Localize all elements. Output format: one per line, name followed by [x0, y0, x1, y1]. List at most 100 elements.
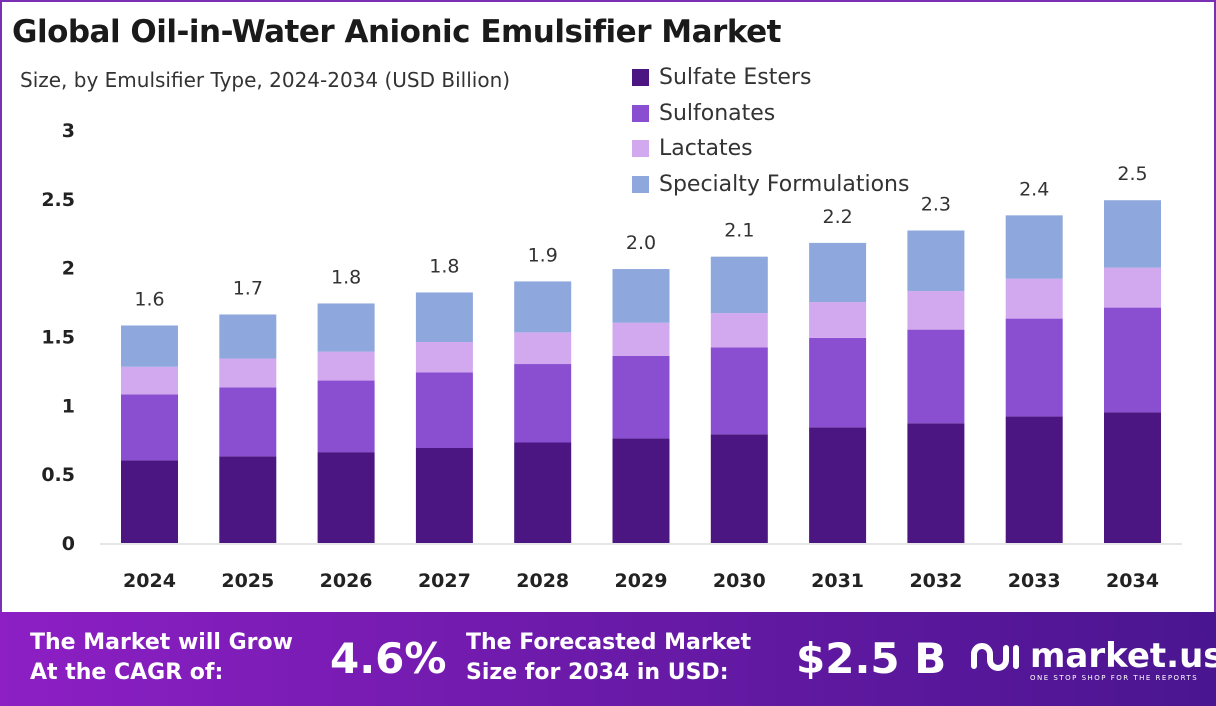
y-tick-label: 1	[62, 395, 75, 417]
bar-segment-specialty-formulations	[612, 269, 670, 323]
bar-segment-lactates	[809, 302, 867, 338]
total-data-label: 2.5	[1117, 163, 1147, 185]
bar-segment-sulfonates	[710, 347, 768, 435]
bar-segment-sulfate-esters	[121, 460, 178, 543]
footer-banner: The Market will Grow At the CAGR of: 4.6%…	[0, 612, 1216, 706]
bar-segment-lactates	[415, 342, 473, 373]
total-data-label: 2.1	[724, 220, 754, 242]
bar-segment-lactates	[612, 322, 670, 356]
total-data-label: 1.8	[429, 255, 459, 277]
legend-label: Sulfate Esters	[659, 65, 812, 91]
x-tick-label: 2032	[909, 570, 962, 592]
y-tick-label: 1.5	[41, 327, 75, 349]
bar-segment-sulfate-esters	[710, 434, 768, 543]
market-size-value: $2.5 B	[796, 634, 947, 683]
bar-segment-sulfonates	[907, 329, 965, 424]
bar-segment-sulfate-esters	[907, 423, 965, 543]
total-data-label: 2.2	[822, 206, 852, 228]
bar-segment-lactates	[514, 332, 572, 365]
bar-segment-specialty-formulations	[121, 325, 178, 367]
x-tick-label: 2028	[516, 570, 569, 592]
bar-segment-sulfate-esters	[514, 442, 572, 543]
x-tick-label: 2033	[1008, 570, 1061, 592]
bar-segment-specialty-formulations	[809, 242, 867, 303]
legend-label: Sulfonates	[659, 100, 776, 126]
market-size-label: The Forecasted Market Size for 2034 in US…	[466, 628, 751, 688]
size-label-line: Size for 2034 in USD:	[466, 660, 729, 685]
logo-tagline: ONE STOP SHOP FOR THE REPORTS	[1030, 674, 1199, 682]
total-data-label: 1.8	[331, 266, 361, 288]
cagr-label: The Market will Grow At the CAGR of:	[30, 628, 293, 688]
x-tick-label: 2025	[221, 570, 274, 592]
bar-segment-specialty-formulations	[514, 281, 572, 333]
y-tick-label: 0.5	[41, 464, 75, 486]
chart-plot: 0 0.5 1 1.5 2 2.5 3 1.6 2024 1.7 2025 1.8 2026 1.8 202…	[41, 120, 1182, 592]
legend-swatch	[632, 140, 649, 158]
bar-segment-sulfate-esters	[415, 448, 473, 543]
bar-segment-specialty-formulations	[1005, 215, 1063, 279]
bar-segment-specialty-formulations	[1104, 200, 1161, 268]
x-tick-label: 2027	[418, 570, 471, 592]
y-tick-label: 2.5	[41, 189, 75, 211]
bar-segment-specialty-formulations	[317, 303, 375, 352]
total-data-label: 2.3	[921, 193, 951, 215]
bar-segment-specialty-formulations	[710, 256, 768, 314]
logo-icon	[971, 643, 1019, 671]
bar-segment-sulfonates	[121, 394, 178, 461]
bar-segment-lactates	[121, 366, 178, 395]
bar-segment-sulfonates	[219, 387, 277, 457]
x-tick-label: 2030	[713, 570, 766, 592]
x-tick-label: 2024	[123, 570, 176, 592]
bar-segment-sulfonates	[612, 355, 670, 439]
bar-segment-sulfate-esters	[612, 438, 670, 543]
y-tick-label: 3	[62, 120, 75, 142]
legend-item-sulfate-esters: Sulfate Esters	[632, 60, 909, 96]
bar-segment-specialty-formulations	[219, 314, 277, 359]
cagr-label-line: The Market will Grow	[30, 630, 293, 655]
legend-label: Specialty Formulations	[659, 171, 910, 197]
bar-segment-sulfate-esters	[809, 427, 867, 543]
bar-segment-sulfate-esters	[1005, 416, 1063, 543]
cagr-label-line: At the CAGR of:	[30, 660, 224, 685]
bar-segment-sulfate-esters	[1104, 412, 1161, 543]
total-data-label: 1.6	[134, 288, 164, 310]
chart-title: Global Oil-in-Water Anionic Emulsifier M…	[12, 14, 781, 50]
chart-subtitle: Size, by Emulsifier Type, 2024-2034 (USD…	[20, 68, 511, 92]
legend-item-lactates: Lactates	[632, 131, 909, 167]
x-tick-label: 2031	[811, 570, 864, 592]
bar-segment-specialty-formulations	[907, 230, 965, 292]
y-tick-label: 0	[62, 533, 75, 555]
y-tick-label: 2	[62, 258, 75, 280]
total-data-label: 1.9	[528, 244, 558, 266]
total-data-label: 2.4	[1019, 178, 1049, 200]
x-tick-label: 2034	[1106, 570, 1159, 592]
total-data-label: 1.7	[233, 277, 263, 299]
bar-segment-sulfonates	[317, 380, 375, 453]
bar-segment-lactates	[710, 313, 768, 348]
bar-segment-lactates	[1005, 278, 1063, 319]
legend-item-specialty-formulations: Specialty Formulations	[632, 167, 909, 203]
bar-segment-lactates	[219, 358, 277, 388]
legend-item-sulfonates: Sulfonates	[632, 96, 909, 132]
total-data-label: 2.0	[626, 232, 656, 254]
size-label-line: The Forecasted Market	[466, 630, 752, 655]
cagr-value: 4.6%	[330, 634, 447, 683]
legend-swatch	[632, 104, 649, 122]
legend-label: Lactates	[659, 136, 753, 162]
bar-segment-sulfonates	[1104, 307, 1161, 413]
bar-segment-sulfate-esters	[317, 452, 375, 543]
legend-swatch	[632, 69, 649, 87]
market-us-logo: market.us ONE STOP SHOP FOR THE REPORTS	[968, 636, 1216, 682]
bar-segment-lactates	[1104, 267, 1161, 308]
x-tick-label: 2029	[615, 570, 668, 592]
x-tick-label: 2026	[320, 570, 373, 592]
bar-segment-specialty-formulations	[415, 292, 473, 343]
logo-name: market.us	[1030, 636, 1216, 676]
bar-segment-lactates	[317, 351, 375, 381]
bar-segment-sulfonates	[415, 372, 473, 449]
bar-segment-sulfonates	[1005, 318, 1063, 417]
legend: Sulfate Esters Sulfonates Lactates Speci…	[632, 60, 909, 202]
bar-segment-sulfate-esters	[219, 456, 277, 543]
bar-segment-sulfonates	[514, 364, 572, 443]
bar-segment-sulfonates	[809, 337, 867, 428]
